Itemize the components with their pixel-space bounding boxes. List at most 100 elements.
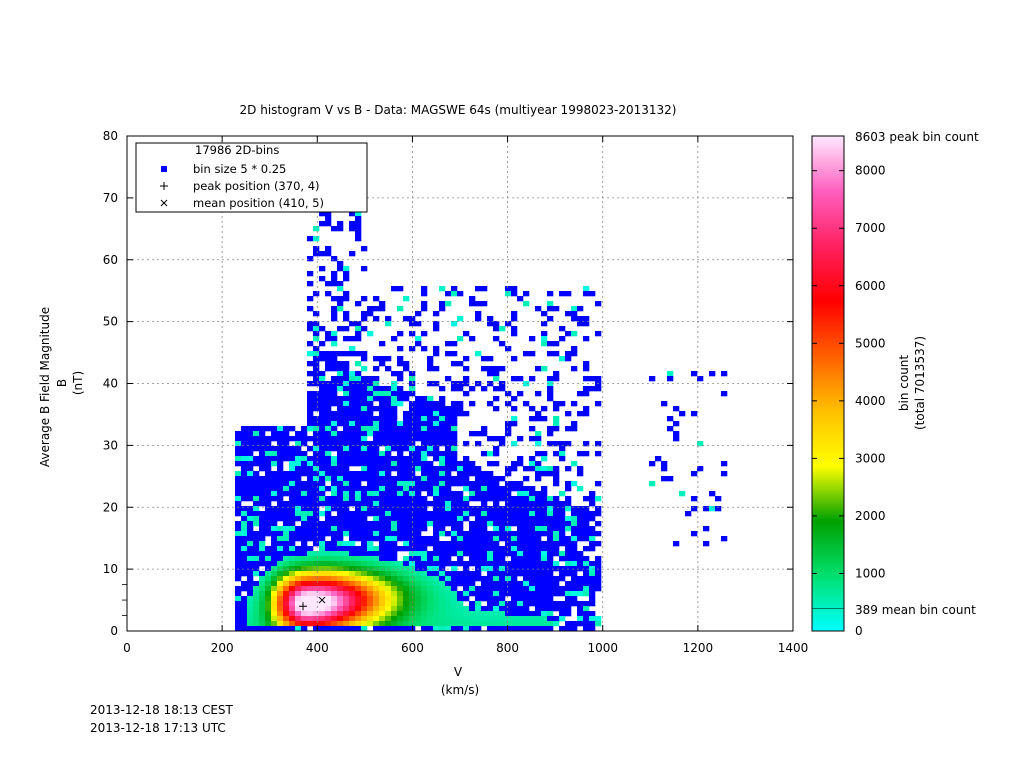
heatmap-bin: [511, 406, 518, 412]
heatmap-bin: [325, 406, 332, 412]
heatmap-bin: [433, 521, 440, 527]
heatmap-bin: [529, 591, 536, 597]
heatmap-bin: [553, 541, 560, 547]
heatmap-bin: [433, 626, 440, 632]
heatmap-bin: [265, 496, 272, 502]
heatmap-bin: [379, 386, 386, 392]
heatmap-bin: [511, 511, 518, 517]
heatmap-bin: [325, 611, 332, 617]
heatmap-bin: [397, 596, 404, 602]
legend-cross-icon: [160, 199, 168, 207]
heatmap-bin: [445, 616, 452, 622]
heatmap-bin: [325, 356, 332, 362]
heatmap-bin: [589, 511, 596, 517]
heatmap-bin: [571, 596, 578, 602]
heatmap-bin: [451, 426, 458, 432]
heatmap-bin: [547, 511, 554, 517]
heatmap-bin: [325, 566, 332, 572]
heatmap-bin: [403, 561, 410, 567]
heatmap-bin: [535, 461, 542, 467]
heatmap-bin: [421, 426, 428, 432]
heatmap-bin: [313, 406, 320, 412]
heatmap-bin: [673, 541, 680, 547]
heatmap-bin: [355, 371, 362, 377]
heatmap-bin: [367, 461, 374, 467]
heatmap-bin: [487, 496, 494, 502]
heatmap-bin: [295, 456, 302, 462]
heatmap-bin: [385, 406, 392, 412]
heatmap-bin: [547, 586, 554, 592]
heatmap-bin: [517, 521, 524, 527]
heatmap-bin: [355, 566, 362, 572]
heatmap-bin: [391, 506, 398, 512]
heatmap-bin: [325, 401, 332, 407]
heatmap-bin: [391, 571, 398, 577]
heatmap-bin: [313, 521, 320, 527]
heatmap-bin: [343, 326, 350, 332]
heatmap-bin: [451, 606, 458, 612]
heatmap-bin: [481, 531, 488, 537]
heatmap-bin: [499, 341, 506, 347]
heatmap-bin: [433, 536, 440, 542]
heatmap-bin: [583, 286, 590, 292]
heatmap-bin: [331, 341, 338, 347]
heatmap-bin: [325, 431, 332, 437]
heatmap-bin: [253, 616, 260, 622]
heatmap-bin: [235, 441, 242, 447]
heatmap-bin: [529, 511, 536, 517]
heatmap-bin: [349, 211, 356, 217]
heatmap-bin: [349, 626, 356, 632]
heatmap-bin: [313, 571, 320, 577]
heatmap-bin: [427, 381, 434, 387]
heatmap-bin: [295, 446, 302, 452]
heatmap-bin: [367, 446, 374, 452]
heatmap-bin: [475, 506, 482, 512]
heatmap-bin: [295, 531, 302, 537]
heatmap-bin: [325, 421, 332, 427]
heatmap-bin: [397, 386, 404, 392]
heatmap-bin: [529, 556, 536, 562]
heatmap-bin: [427, 441, 434, 447]
heatmap-bin: [391, 491, 398, 497]
heatmap-bin: [367, 456, 374, 462]
heatmap-bin: [427, 436, 434, 442]
heatmap-bin: [385, 451, 392, 457]
heatmap-bin: [403, 316, 410, 322]
heatmap-bin: [301, 551, 308, 557]
heatmap-bin: [547, 316, 554, 322]
heatmap-bin: [247, 576, 254, 582]
heatmap-bin: [433, 346, 440, 352]
heatmap-bin: [547, 546, 554, 552]
heatmap-bin: [421, 546, 428, 552]
heatmap-bin: [379, 496, 386, 502]
colorbar-label: bin count: [897, 355, 911, 412]
heatmap-bin: [577, 591, 584, 597]
heatmap-bin: [235, 486, 242, 492]
heatmap-bin: [415, 581, 422, 587]
heatmap-bin: [295, 431, 302, 437]
heatmap-bin: [271, 601, 278, 607]
heatmap-bin: [583, 611, 590, 617]
heatmap-bin: [235, 601, 242, 607]
heatmap-bin: [535, 551, 542, 557]
heatmap-bin: [391, 476, 398, 482]
heatmap-bin: [319, 601, 326, 607]
heatmap-bin: [595, 331, 602, 337]
heatmap-bin: [355, 391, 362, 397]
y-tick-label: 30: [103, 438, 118, 452]
heatmap-bin: [307, 396, 314, 402]
heatmap-bin: [343, 411, 350, 417]
heatmap-bin: [247, 611, 254, 617]
heatmap-bin: [379, 581, 386, 587]
heatmap-bin: [271, 486, 278, 492]
heatmap-bin: [433, 321, 440, 327]
heatmap-bin: [589, 541, 596, 547]
heatmap-bin: [463, 476, 470, 482]
heatmap-bin: [265, 621, 272, 627]
heatmap-bin: [451, 481, 458, 487]
heatmap-bin: [511, 626, 518, 632]
heatmap-bin: [337, 626, 344, 632]
heatmap-bin: [241, 476, 248, 482]
heatmap-bin: [451, 411, 458, 417]
